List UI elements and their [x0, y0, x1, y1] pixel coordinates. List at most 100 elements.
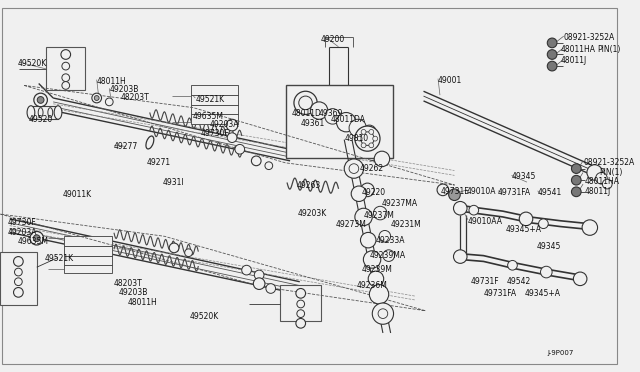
Circle shape — [349, 164, 359, 173]
Text: 49520: 49520 — [29, 115, 53, 124]
Circle shape — [297, 300, 305, 308]
Circle shape — [582, 220, 598, 235]
Circle shape — [94, 96, 99, 100]
Text: 49521K: 49521K — [44, 254, 74, 263]
Text: 48011H: 48011H — [127, 298, 157, 307]
Circle shape — [337, 112, 356, 132]
Circle shape — [92, 93, 102, 103]
Circle shape — [34, 93, 47, 107]
Circle shape — [369, 285, 388, 304]
Ellipse shape — [38, 108, 43, 117]
Circle shape — [355, 126, 380, 151]
Circle shape — [325, 109, 340, 124]
Text: 48011HA: 48011HA — [585, 177, 620, 186]
Circle shape — [227, 119, 238, 131]
Bar — [191, 86, 238, 124]
Circle shape — [15, 278, 22, 286]
Text: 49010AA: 49010AA — [468, 217, 503, 226]
Circle shape — [374, 151, 390, 167]
Circle shape — [33, 235, 40, 241]
Circle shape — [185, 249, 193, 257]
Text: 49730F: 49730F — [8, 218, 36, 227]
Circle shape — [227, 133, 237, 142]
Text: 49239MA: 49239MA — [369, 251, 406, 260]
Circle shape — [547, 61, 557, 71]
Circle shape — [106, 98, 113, 106]
Circle shape — [572, 175, 581, 185]
Text: 49521K: 49521K — [195, 95, 225, 104]
Text: 48011J: 48011J — [561, 57, 587, 65]
Text: 49635M: 49635M — [17, 237, 49, 246]
Text: 49730F: 49730F — [200, 129, 229, 138]
Circle shape — [369, 143, 374, 148]
Text: 49236M: 49236M — [356, 281, 388, 290]
Text: 49237M: 49237M — [364, 211, 394, 220]
Text: 49239M: 49239M — [362, 265, 392, 274]
Circle shape — [355, 208, 372, 226]
Text: 49361: 49361 — [301, 119, 325, 128]
Circle shape — [62, 81, 70, 89]
Text: 4931I: 4931I — [163, 178, 184, 187]
Circle shape — [519, 212, 532, 226]
Circle shape — [449, 189, 460, 201]
Circle shape — [297, 310, 305, 318]
Circle shape — [372, 303, 394, 324]
Text: 49345+A: 49345+A — [525, 289, 561, 298]
Circle shape — [372, 136, 378, 141]
Circle shape — [363, 125, 376, 139]
Circle shape — [539, 219, 548, 228]
Text: 49203B: 49203B — [119, 289, 148, 298]
Text: 49273M: 49273M — [335, 220, 367, 229]
Circle shape — [602, 179, 612, 189]
Circle shape — [454, 250, 467, 263]
Circle shape — [373, 206, 387, 220]
Circle shape — [541, 266, 552, 278]
Text: 49731FA: 49731FA — [498, 188, 531, 197]
Text: 08921-3252A: 08921-3252A — [583, 158, 634, 167]
Bar — [286, 86, 392, 158]
Circle shape — [62, 74, 70, 81]
Circle shape — [299, 96, 312, 110]
Ellipse shape — [27, 106, 35, 119]
Circle shape — [13, 257, 23, 266]
Circle shape — [235, 144, 244, 154]
Bar — [31, 106, 58, 119]
Bar — [64, 236, 112, 273]
Text: 49810: 49810 — [344, 134, 369, 143]
Text: 48203T: 48203T — [113, 279, 142, 288]
Text: 49203A: 49203A — [8, 228, 37, 237]
Circle shape — [572, 187, 581, 197]
Text: 49262: 49262 — [360, 164, 384, 173]
Circle shape — [357, 136, 362, 141]
Text: 48203T: 48203T — [121, 93, 150, 102]
Text: 49203K: 49203K — [298, 209, 327, 218]
Text: 48011DA: 48011DA — [331, 115, 365, 124]
Circle shape — [349, 119, 367, 137]
Circle shape — [369, 129, 374, 134]
Circle shape — [454, 202, 467, 215]
Text: 48011J: 48011J — [585, 187, 611, 196]
Circle shape — [364, 251, 381, 268]
Text: 49203B: 49203B — [109, 86, 139, 94]
Circle shape — [360, 232, 376, 248]
Text: 49237MA: 49237MA — [382, 199, 418, 208]
Circle shape — [61, 49, 70, 59]
Circle shape — [587, 165, 602, 180]
Circle shape — [378, 309, 388, 318]
Circle shape — [437, 184, 449, 196]
Text: 49731FA: 49731FA — [483, 289, 516, 298]
Bar — [280, 285, 321, 321]
Circle shape — [242, 265, 252, 275]
Circle shape — [296, 289, 305, 298]
Text: 48011HA: 48011HA — [561, 45, 596, 54]
Circle shape — [383, 250, 394, 262]
Circle shape — [265, 162, 273, 170]
Circle shape — [296, 318, 305, 328]
Text: 49001: 49001 — [438, 76, 462, 85]
Bar — [0, 252, 36, 305]
Text: 49520K: 49520K — [17, 59, 47, 68]
Circle shape — [169, 243, 179, 253]
Text: 49542: 49542 — [507, 277, 531, 286]
Text: J-9P007: J-9P007 — [547, 350, 573, 356]
Text: 49369: 49369 — [319, 109, 344, 118]
